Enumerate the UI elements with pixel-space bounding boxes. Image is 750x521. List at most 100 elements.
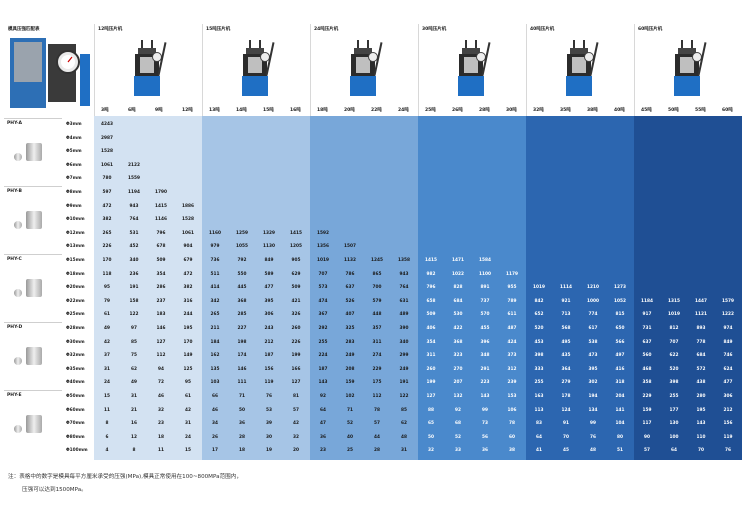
pressure-cell: 195 xyxy=(183,326,193,331)
pressure-cell: 497 xyxy=(615,353,625,359)
tonnage-label: 50吨 xyxy=(668,108,679,113)
tonnage-label: 18吨 xyxy=(317,108,328,113)
pressure-cell: 1019 xyxy=(533,285,545,291)
pressure-cell: 153 xyxy=(507,394,517,399)
pressure-cell: 64 xyxy=(671,448,677,454)
pressure-cell: 170 xyxy=(102,258,112,263)
pressure-cell: 61 xyxy=(104,312,110,318)
pressure-cell: 453 xyxy=(534,339,544,345)
pressure-cell: 15 xyxy=(185,448,191,454)
pressure-cell: 842 xyxy=(534,298,544,304)
pressure-cell: 72 xyxy=(158,380,164,386)
pressure-cell: 1592 xyxy=(317,230,329,236)
pressure-cell: 191 xyxy=(399,380,409,386)
pressure-cell: 48 xyxy=(590,448,596,454)
pressure-cell: 30 xyxy=(266,434,272,440)
pressure-cell: 33 xyxy=(455,448,461,454)
pressure-cell: 679 xyxy=(183,258,193,263)
pressure-cell: 45 xyxy=(563,448,569,454)
pressure-cell: 893 xyxy=(696,326,706,331)
pressure-cell: 42 xyxy=(293,421,299,427)
pressure-cell: 40 xyxy=(347,434,353,440)
pressure-cell: 1114 xyxy=(560,285,572,291)
pressure-cell: 11 xyxy=(104,407,110,413)
pressure-cell: 448 xyxy=(372,312,382,318)
pressure-cell: 982 xyxy=(426,271,436,277)
pressure-cell: 406 xyxy=(426,326,436,331)
pressure-cell: 122 xyxy=(399,394,409,399)
pressure-cell: 79 xyxy=(104,298,110,304)
pressure-cell: 1130 xyxy=(263,244,275,250)
pressure-cell: 90 xyxy=(644,434,650,440)
pressure-cell: 2122 xyxy=(128,162,140,168)
pressure-cell: 8 xyxy=(105,421,109,427)
pressure-cell: 135 xyxy=(210,366,220,372)
pressure-cell: 1415 xyxy=(290,230,302,236)
pressure-cell: 291 xyxy=(480,366,490,372)
pressure-cell: 70 xyxy=(563,434,569,440)
die-image xyxy=(14,209,44,231)
pressure-cell: 473 xyxy=(588,353,598,359)
pressure-cell: 66 xyxy=(212,394,218,399)
pressure-cell: 187 xyxy=(264,353,274,359)
pressure-cell: 130 xyxy=(669,421,679,427)
pressure-cell: 472 xyxy=(183,271,193,277)
die-group-phy-c: PHY-C xyxy=(4,254,62,322)
pressure-cell: 102 xyxy=(345,394,355,399)
pressure-cell: 358 xyxy=(642,380,652,386)
pressure-cell: 617 xyxy=(588,326,598,331)
pressure-cell: 979 xyxy=(210,244,220,250)
pressure-cell: 526 xyxy=(345,298,355,304)
pressure-cell: 143 xyxy=(318,380,328,386)
pressure-cell: 570 xyxy=(480,312,490,318)
tonnage-label: 14吨 xyxy=(236,108,247,113)
pressure-cell: 421 xyxy=(291,298,301,304)
pressure-cell: 650 xyxy=(615,326,625,331)
pressure-cell: 194 xyxy=(588,394,598,399)
pressure-cell: 174 xyxy=(237,353,247,359)
pressure-cell: 333 xyxy=(534,366,544,372)
pressure-cell: 260 xyxy=(291,326,301,331)
pressure-cell: 191 xyxy=(129,285,139,291)
pressure-cell: 1100 xyxy=(479,271,491,277)
pressure-cell: 354 xyxy=(156,271,166,277)
pressure-cell: 1356 xyxy=(317,244,329,250)
pressure-cell: 42 xyxy=(104,339,110,345)
pressure-cell: 1146 xyxy=(155,217,167,223)
pressure-cell: 713 xyxy=(561,312,571,318)
note-line-1: 注：表格中的数字是模具每平方厘米承受的压强(MPa),模具正常使用在100~80… xyxy=(8,474,242,480)
pressure-cell: 357 xyxy=(372,326,382,331)
tonnage-label: 30吨 xyxy=(506,108,517,113)
pressure-cell: 146 xyxy=(237,366,247,372)
pressure-cell: 243 xyxy=(264,326,274,331)
press-name: 24吨压片机 xyxy=(314,27,339,32)
pressure-cell: 195 xyxy=(696,407,706,413)
pressure-cell: 796 xyxy=(156,230,166,236)
pressure-cell: 1019 xyxy=(668,312,680,318)
pressure-cell: 270 xyxy=(453,366,463,372)
pressure-cell: 183 xyxy=(156,312,166,318)
pressure-cell: 8 xyxy=(132,448,136,454)
tonnage-label: 12吨 xyxy=(182,108,193,113)
pressure-cell: 125 xyxy=(183,366,193,372)
press-name: 40吨压片机 xyxy=(530,27,555,32)
pressure-cell: 17 xyxy=(212,448,218,454)
pressure-cell: 550 xyxy=(237,271,247,277)
die-size-label: Φ3mm xyxy=(66,122,82,127)
press-band-1 xyxy=(94,116,202,460)
pressure-cell: 1790 xyxy=(155,190,167,195)
pressure-cell: 764 xyxy=(129,217,139,223)
die-size-label: Φ100mm xyxy=(66,448,88,454)
pressure-cell: 1528 xyxy=(101,149,113,155)
die-image xyxy=(14,277,44,299)
pressure-cell: 12 xyxy=(131,434,137,440)
pressure-cell: 78 xyxy=(509,421,515,427)
pressure-cell: 97 xyxy=(131,326,137,331)
tonnage-label: 60吨 xyxy=(722,108,733,113)
die-size-label: Φ35mm xyxy=(66,366,85,372)
pressure-cell: 1061 xyxy=(182,230,194,236)
die-size-label: Φ22mm xyxy=(66,298,85,304)
pressure-cell: 382 xyxy=(102,217,112,223)
die-size-label: Φ13mm xyxy=(66,244,85,250)
pressure-cell: 707 xyxy=(318,271,328,277)
